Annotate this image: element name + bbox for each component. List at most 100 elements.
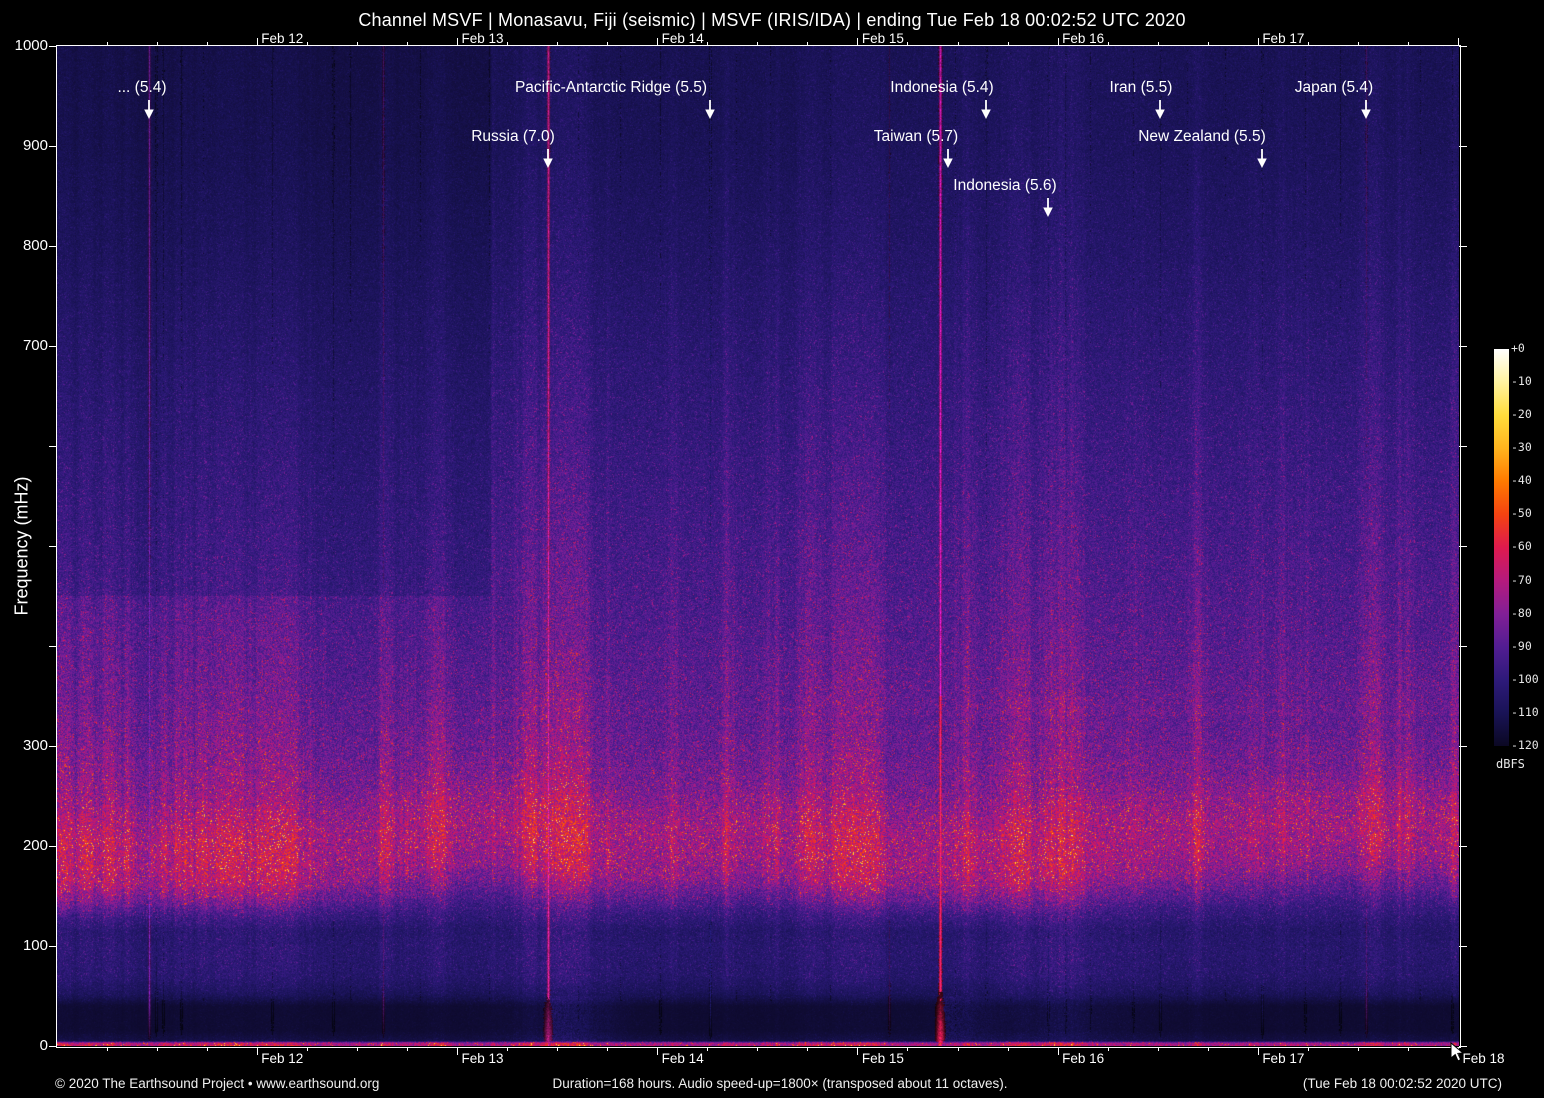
x-axis-tick-top bbox=[807, 42, 809, 46]
event-arrow-icon bbox=[542, 149, 554, 168]
y-axis-title: Frequency (mHz) bbox=[11, 476, 32, 616]
x-axis-tick-top bbox=[507, 42, 509, 46]
event-label--5-4-: ... (5.4) bbox=[117, 79, 167, 96]
x-axis-tick-top bbox=[1458, 38, 1460, 46]
event-arrow-icon bbox=[1154, 100, 1166, 119]
x-axis-label-bottom: Feb 17 bbox=[1262, 1051, 1305, 1066]
y-axis-tick-right bbox=[1459, 45, 1467, 47]
colorbar-tick-label-m30: -30 bbox=[1511, 440, 1532, 455]
event-label-new-zealand-5-5-: New Zealand (5.5) bbox=[1138, 128, 1266, 145]
y-axis-tick-left bbox=[49, 145, 57, 147]
y-axis-tick-right bbox=[1459, 645, 1467, 647]
colorbar-tick-label-m40: -40 bbox=[1511, 473, 1532, 488]
x-axis-label-bottom: Feb 13 bbox=[461, 1051, 504, 1066]
event-label-indonesia-5-4-: Indonesia (5.4) bbox=[890, 79, 994, 96]
spectrogram-canvas bbox=[57, 46, 1459, 1046]
colorbar-tick-label-m90: -90 bbox=[1511, 638, 1532, 653]
x-axis-tick-top bbox=[256, 38, 258, 46]
event-label-taiwan-5-7-: Taiwan (5.7) bbox=[873, 128, 959, 145]
x-axis-tick-bottom bbox=[306, 1047, 308, 1051]
spectrogram-plot-area bbox=[56, 45, 1461, 1048]
y-axis-tick-left bbox=[49, 845, 57, 847]
event-arrow-icon bbox=[942, 149, 954, 168]
x-axis-tick-bottom bbox=[757, 1047, 759, 1051]
x-axis-tick-top bbox=[456, 38, 458, 46]
x-axis-tick-bottom bbox=[557, 1047, 559, 1051]
x-axis-label-top: Feb 12 bbox=[261, 31, 304, 46]
x-axis-tick-bottom bbox=[957, 1047, 959, 1051]
colorbar-tick-label-m70: -70 bbox=[1511, 572, 1532, 587]
y-axis-label-200: 200 bbox=[22, 837, 48, 854]
x-axis-tick-bottom bbox=[1207, 1047, 1209, 1051]
x-axis-tick-bottom bbox=[1307, 1047, 1309, 1051]
x-axis-label-bottom: Feb 15 bbox=[861, 1051, 904, 1066]
y-axis-tick-left bbox=[49, 1045, 57, 1047]
x-axis-tick-top bbox=[657, 38, 659, 46]
event-arrow-icon bbox=[1360, 100, 1372, 119]
x-axis-tick-top bbox=[857, 38, 859, 46]
event-label-japan-5-4-: Japan (5.4) bbox=[1294, 79, 1374, 96]
colorbar-tick-label-m50: -50 bbox=[1511, 506, 1532, 521]
y-axis-tick-left bbox=[49, 945, 57, 947]
y-axis-tick-right bbox=[1459, 845, 1467, 847]
footer-duration: Duration=168 hours. Audio speed-up=1800×… bbox=[552, 1076, 1008, 1091]
x-axis-tick-bottom bbox=[206, 1047, 208, 1051]
footer-timestamp: (Tue Feb 18 00:02:52 2020 UTC) bbox=[1302, 1076, 1502, 1091]
x-axis-tick-bottom bbox=[1107, 1047, 1109, 1051]
x-axis-tick-bottom bbox=[707, 1047, 709, 1051]
x-axis-tick-top bbox=[757, 42, 759, 46]
x-axis-tick-top bbox=[206, 42, 208, 46]
colorbar-tick-label-p0: +0 bbox=[1511, 341, 1525, 355]
x-axis-tick-top bbox=[156, 42, 158, 46]
x-axis-tick-top bbox=[707, 42, 709, 46]
x-axis-tick-top bbox=[306, 42, 308, 46]
x-axis-tick-bottom bbox=[857, 1047, 859, 1055]
x-axis-tick-top bbox=[106, 42, 108, 46]
x-axis-tick-bottom bbox=[1057, 1047, 1059, 1055]
x-axis-tick-bottom bbox=[657, 1047, 659, 1055]
colorbar-tick-label-m10: -10 bbox=[1511, 374, 1532, 389]
x-axis-tick-bottom bbox=[807, 1047, 809, 1051]
x-axis-tick-top bbox=[1157, 42, 1159, 46]
x-axis-tick-bottom bbox=[1257, 1047, 1259, 1055]
x-axis-tick-top bbox=[1207, 42, 1209, 46]
x-axis-tick-bottom bbox=[256, 1047, 258, 1055]
event-arrow-icon bbox=[980, 100, 992, 119]
x-axis-tick-top bbox=[1107, 42, 1109, 46]
y-axis-tick-left bbox=[49, 545, 57, 547]
colorbar-unit-label: dBFS bbox=[1496, 757, 1525, 771]
y-axis-tick-right bbox=[1459, 1045, 1467, 1047]
y-axis-tick-left bbox=[49, 645, 57, 647]
y-axis-tick-left bbox=[49, 745, 57, 747]
y-axis-tick-right bbox=[1459, 145, 1467, 147]
y-axis-label-100: 100 bbox=[22, 937, 48, 954]
x-axis-tick-bottom bbox=[406, 1047, 408, 1051]
y-axis-tick-left bbox=[49, 245, 57, 247]
y-axis-tick-right bbox=[1459, 545, 1467, 547]
x-axis-tick-bottom bbox=[356, 1047, 358, 1051]
page-title: Channel MSVF | Monasavu, Fiji (seismic) … bbox=[358, 10, 1186, 30]
x-axis-tick-top bbox=[557, 42, 559, 46]
x-axis-label-bottom: Feb 14 bbox=[661, 1051, 704, 1066]
event-arrow-icon bbox=[1256, 149, 1268, 168]
event-label-pacific-antarctic-ridge-5-5-: Pacific-Antarctic Ridge (5.5) bbox=[514, 79, 708, 96]
x-axis-tick-top bbox=[957, 42, 959, 46]
x-axis-tick-bottom bbox=[156, 1047, 158, 1051]
event-arrow-icon bbox=[1042, 198, 1054, 217]
x-axis-tick-top bbox=[406, 42, 408, 46]
x-axis-tick-top bbox=[1357, 42, 1359, 46]
x-axis-tick-top bbox=[1407, 42, 1409, 46]
y-axis-tick-left bbox=[49, 45, 57, 47]
x-axis-tick-bottom bbox=[1157, 1047, 1159, 1051]
colorbar-gradient bbox=[1494, 349, 1509, 746]
colorbar-tick-label-m80: -80 bbox=[1511, 605, 1532, 620]
x-axis-label-top: Feb 14 bbox=[661, 31, 704, 46]
x-axis-tick-bottom bbox=[106, 1047, 108, 1051]
x-axis-tick-bottom bbox=[507, 1047, 509, 1051]
y-axis-label-1000: 1000 bbox=[14, 37, 48, 54]
y-axis-tick-right bbox=[1459, 745, 1467, 747]
x-axis-label-bottom: Feb 12 bbox=[261, 1051, 304, 1066]
y-axis-label-800: 800 bbox=[22, 237, 48, 254]
colorbar-tick-label-m110: -110 bbox=[1511, 704, 1539, 719]
